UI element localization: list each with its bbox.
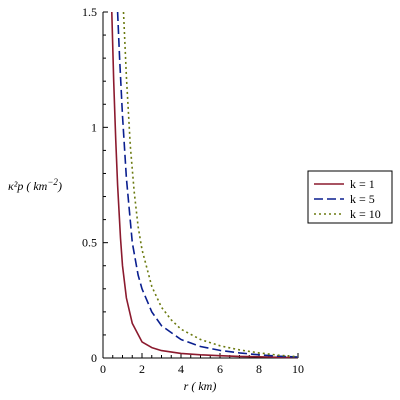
legend-label-2: k = 5 [350, 192, 375, 206]
legend-box [307, 170, 393, 224]
axes: 0 2 4 6 8 10 0 0.5 1 1.5 [82, 5, 304, 376]
series-line-3 [122, 11, 299, 358]
y-axis-label-close: ) [57, 179, 62, 193]
series-line-2 [116, 11, 299, 358]
y-tick-label: 0 [91, 351, 97, 365]
y-axis-label: κ²p ( km−2) [8, 177, 62, 193]
series-line-1 [111, 11, 299, 359]
y-tick-label: 0.5 [82, 236, 97, 250]
y-axis-label-main: κ²p ( km [8, 179, 48, 193]
y-tick-label: 1.5 [82, 5, 97, 19]
x-axis-label: r ( km) [184, 379, 217, 393]
y-axis-label-exponent: −2 [47, 177, 58, 187]
x-tick-label: 4 [178, 362, 184, 376]
legend: k = 1k = 5k = 10 [307, 170, 393, 224]
y-tick-label: 1 [91, 120, 97, 134]
legend-label-3: k = 10 [350, 207, 381, 221]
x-tick-label: 0 [100, 362, 106, 376]
series-layer [111, 11, 299, 359]
x-tick-label: 6 [217, 362, 223, 376]
x-tick-label: 10 [292, 362, 304, 376]
x-tick-label: 2 [139, 362, 145, 376]
x-tick-label: 8 [256, 362, 262, 376]
axis-labels: r ( km) κ²p ( km−2) [8, 177, 216, 393]
legend-label-1: k = 1 [350, 177, 375, 191]
